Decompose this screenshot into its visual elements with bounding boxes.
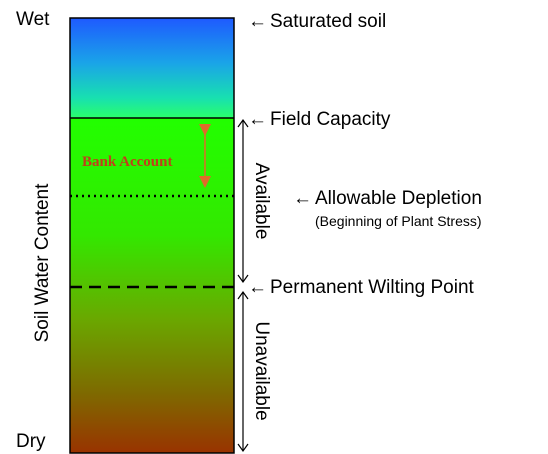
wet-label: Wet [16, 9, 50, 30]
permanent-wilting-point-annotation: ← Permanent Wilting Point [248, 277, 475, 298]
bank-account-label: Bank Account [82, 154, 172, 170]
field-capacity-annotation: ← Field Capacity [248, 109, 391, 130]
left-arrow-icon: ← [248, 109, 267, 130]
column-border [69, 17, 235, 454]
permanent-wilting-point-label: Permanent Wilting Point [270, 277, 475, 298]
soil-water-content-axis-label: Soil Water Content [32, 183, 53, 342]
saturated-soil-label: Saturated soil [270, 11, 386, 32]
saturated-zone [70, 18, 234, 118]
allowable-depletion-annotation: ← Allowable Depletion (Beginning of Plan… [293, 188, 482, 229]
left-arrow-icon: ← [248, 277, 267, 298]
unavailable-label: Unavailable [251, 321, 272, 420]
left-arrow-icon: ← [248, 11, 267, 32]
unavailable-arrow-up-icon [237, 290, 249, 300]
unavailable-range: Unavailable [237, 290, 272, 453]
unavailable-arrow-down-icon [237, 443, 249, 453]
soil-column [69, 17, 235, 454]
left-arrow-icon: ← [293, 188, 312, 209]
available-arrow-up-icon [237, 118, 249, 128]
available-arrow-down-icon [237, 274, 249, 284]
available-range: Available [237, 118, 272, 284]
saturated-soil-annotation: ← Saturated soil [248, 11, 386, 32]
available-label: Available [251, 163, 272, 240]
allowable-depletion-label: Allowable Depletion [315, 188, 482, 209]
bank-account-indicator: Bank Account [82, 124, 211, 188]
dry-label: Dry [16, 431, 46, 452]
plant-stress-note: (Beginning of Plant Stress) [315, 213, 482, 229]
field-capacity-label: Field Capacity [270, 109, 391, 130]
